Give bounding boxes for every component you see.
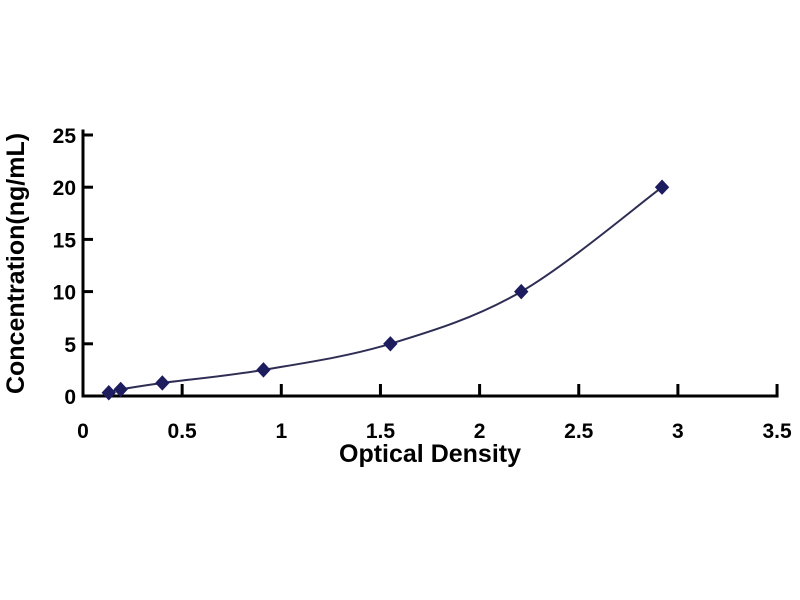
x-tick-label: 0.5 <box>168 420 198 443</box>
data-point-marker <box>256 362 271 378</box>
curve-line <box>108 186 663 394</box>
axis-tick-labels: 0 0.5 1 1.5 2 2.5 3 3.5 0 5 10 15 20 25 <box>53 125 792 443</box>
y-axis-title: Concentration(ng/mL) <box>2 133 30 394</box>
y-tick-label: 20 <box>53 177 76 200</box>
data-point-marker <box>113 381 128 398</box>
x-tick-label: 3.5 <box>762 420 792 443</box>
y-tick-label: 10 <box>53 282 76 305</box>
y-tick-label: 5 <box>64 334 76 357</box>
data-point-marker <box>383 336 398 352</box>
axis-ticks <box>81 133 779 398</box>
data-point-marker <box>101 385 116 401</box>
axes <box>81 129 779 398</box>
x-axis-title: Optical Density <box>339 440 521 468</box>
axis-frame <box>81 129 779 398</box>
x-tick-label: 3 <box>672 420 684 443</box>
y-tick-label: 15 <box>53 229 77 252</box>
x-tick-label: 2 <box>474 420 486 443</box>
y-tick-label: 25 <box>53 125 77 148</box>
data-point-marker <box>654 179 670 195</box>
x-tick-label: 2.5 <box>564 420 594 443</box>
data-point-marker <box>514 283 529 300</box>
data-series <box>101 179 670 401</box>
x-tick-label: 0 <box>77 420 89 443</box>
data-point-marker <box>155 375 170 391</box>
x-tick-label: 1.5 <box>366 420 396 443</box>
x-tick-label: 1 <box>275 420 287 443</box>
y-tick-label: 0 <box>64 386 76 409</box>
